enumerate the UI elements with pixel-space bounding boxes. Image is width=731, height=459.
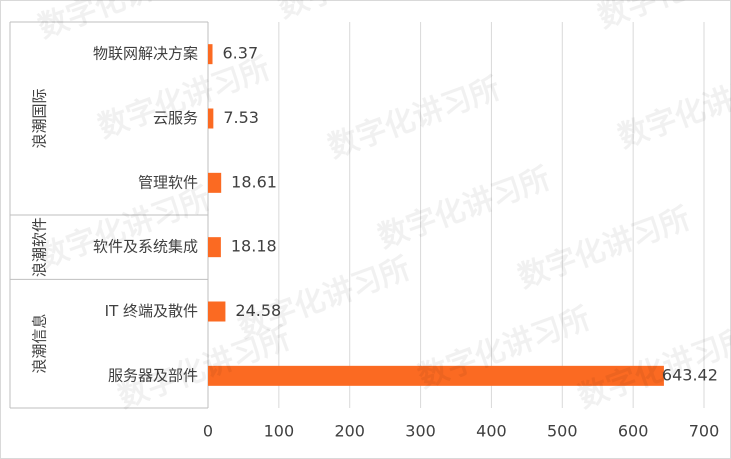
y-tick-label: 服务器及部件: [108, 366, 198, 384]
x-tick-label: 500: [547, 422, 578, 441]
x-tick-label: 700: [689, 422, 720, 441]
group-label: 浪潮软件: [31, 217, 49, 277]
value-label: 6.37: [223, 44, 259, 63]
x-tick-label: 600: [618, 422, 649, 441]
y-tick-label: 物联网解决方案: [93, 45, 198, 63]
y-tick-label: IT 终端及散件: [105, 302, 198, 320]
bar: [208, 237, 221, 258]
bar: [208, 172, 222, 193]
group-label: 浪潮信息: [31, 314, 49, 374]
x-tick-label: 200: [334, 422, 365, 441]
x-tick-label: 400: [476, 422, 507, 441]
value-label: 24.58: [235, 301, 281, 320]
value-label: 643.42: [662, 365, 718, 384]
bar: [208, 44, 213, 65]
group-label: 浪潮国际: [31, 88, 49, 148]
bar: [208, 301, 226, 322]
value-label: 18.18: [231, 237, 277, 256]
x-tick-label: 100: [264, 422, 295, 441]
y-tick-label: 管理软件: [138, 173, 198, 191]
x-tick-label: 300: [405, 422, 436, 441]
x-tick-label: 0: [203, 422, 213, 441]
y-tick-label: 云服务: [153, 109, 198, 127]
value-label: 18.61: [231, 172, 277, 191]
bar: [208, 108, 214, 129]
bar: [208, 365, 664, 386]
y-tick-label: 软件及系统集成: [93, 238, 198, 256]
value-label: 7.53: [223, 108, 259, 127]
